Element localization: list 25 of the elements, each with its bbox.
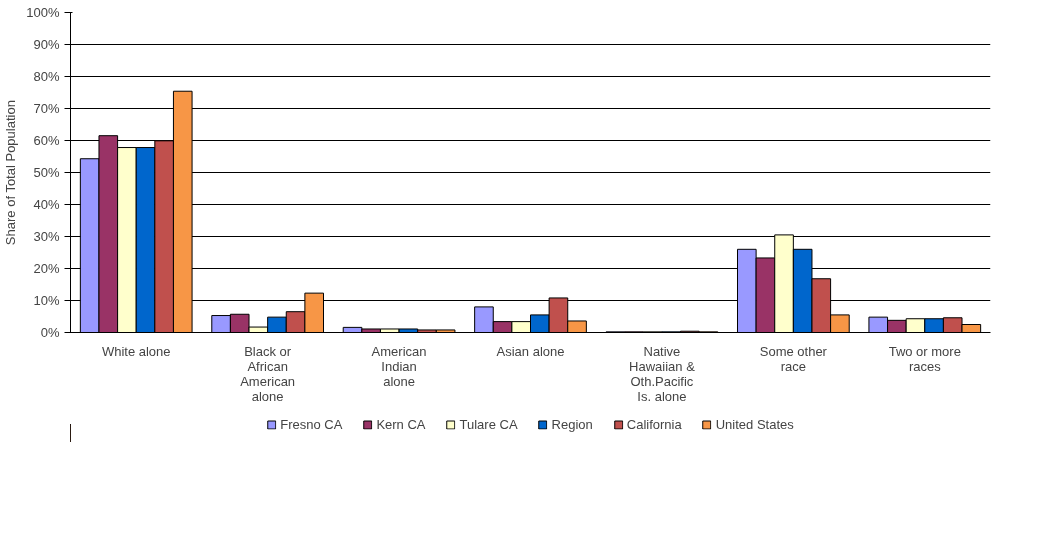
legend-label: California <box>626 416 682 432</box>
legend-label: United States <box>715 416 794 432</box>
y-tick-label: 10% <box>33 293 60 308</box>
y-tick-label: 0% <box>40 325 60 340</box>
x-tick-label: Two or more races <box>888 343 961 374</box>
legend-label: Fresno CA <box>280 416 343 432</box>
legend-label: Kern CA <box>376 416 426 432</box>
y-tick-label: 20% <box>33 261 60 276</box>
x-tick-label: Asian alone <box>496 343 565 359</box>
y-axis-title: Share of Total Population <box>3 100 19 246</box>
x-tick-label: Native Hawaiian & Oth.Pacific Is. alone <box>629 343 696 404</box>
x-tick-label: White alone <box>101 343 171 359</box>
y-tick-label: 40% <box>33 197 60 212</box>
x-tick-label: Black or African American alone <box>240 343 296 404</box>
x-tick-label: Some other race <box>759 343 828 374</box>
y-tick-label: 50% <box>33 165 60 180</box>
y-tick-label: 30% <box>33 229 60 244</box>
y-tick-label: 70% <box>33 101 60 116</box>
legend-label: Tulare CA <box>459 416 518 432</box>
y-tick-label: 60% <box>33 133 60 148</box>
y-tick-label: 80% <box>33 69 60 84</box>
y-tick-label: 100% <box>26 5 60 20</box>
y-tick-label: 90% <box>33 37 60 52</box>
x-tick-label: American Indian alone <box>371 343 427 389</box>
legend-label: Region <box>551 416 593 432</box>
